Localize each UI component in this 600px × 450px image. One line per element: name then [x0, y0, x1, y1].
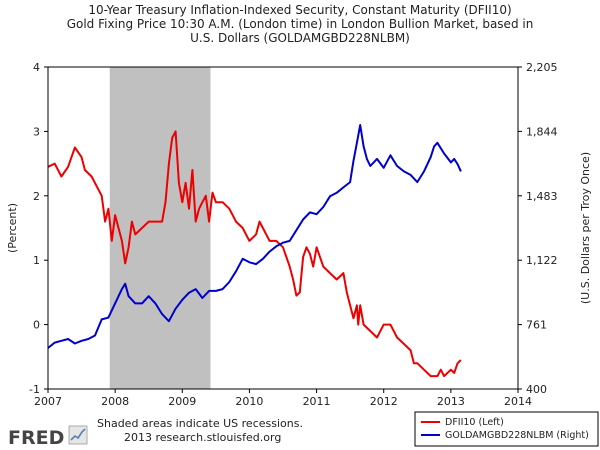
x-tick-label: 2013 — [437, 395, 465, 408]
fred-logo-chart-icon — [68, 425, 88, 445]
y-left-tick-label: 4 — [33, 61, 40, 74]
y-right-tick-label: 761 — [526, 319, 547, 332]
x-tick-label: 2012 — [370, 395, 398, 408]
recession-note: Shaded areas indicate US recessions. — [97, 417, 303, 430]
x-tick-label: 2014 — [504, 395, 532, 408]
y-left-tick-label: -1 — [29, 383, 40, 396]
y-left-tick-label: 3 — [33, 125, 40, 138]
recession-band — [109, 67, 211, 389]
legend-label-dfii10: DFII10 (Left) — [445, 417, 504, 428]
x-tick-label: 2007 — [34, 395, 62, 408]
y-right-tick-label: 2,205 — [526, 61, 558, 74]
y-right-label: (U.S. Dollars per Troy Once) — [579, 152, 592, 304]
chart-title-line-2: Gold Fixing Price 10:30 A.M. (London tim… — [67, 17, 534, 31]
x-tick-label: 2009 — [168, 395, 196, 408]
x-tick-label: 2008 — [101, 395, 129, 408]
y-left-tick-label: 1 — [33, 254, 40, 267]
series-line-gold — [47, 124, 462, 349]
y-right-tick-label: 1,483 — [526, 190, 558, 203]
plot-frame — [47, 66, 519, 390]
x-tick-label: 2011 — [303, 395, 331, 408]
legend-box — [414, 411, 599, 447]
y-left-label: (Percent) — [6, 203, 19, 253]
y-right-tick-label: 1,122 — [526, 254, 558, 267]
chart-title-line-1: 10-Year Treasury Inflation-Indexed Secur… — [88, 3, 511, 17]
legend-label-gold: GOLDAMGBD228NLBM (Right) — [445, 430, 589, 441]
y-right-tick-label: 1,844 — [526, 125, 558, 138]
y-right-tick-label: 400 — [526, 383, 547, 396]
chart-title-line-3: U.S. Dollars (GOLDAMGBD228NLBM) — [190, 31, 410, 45]
series-line-dfii10 — [47, 130, 462, 378]
fred-logo: FRED — [8, 427, 64, 449]
source-note: 2013 research.stlouisfed.org — [124, 431, 281, 444]
y-left-tick-label: 0 — [33, 319, 40, 332]
x-tick-label: 2010 — [235, 395, 263, 408]
y-left-tick-label: 2 — [33, 190, 40, 203]
